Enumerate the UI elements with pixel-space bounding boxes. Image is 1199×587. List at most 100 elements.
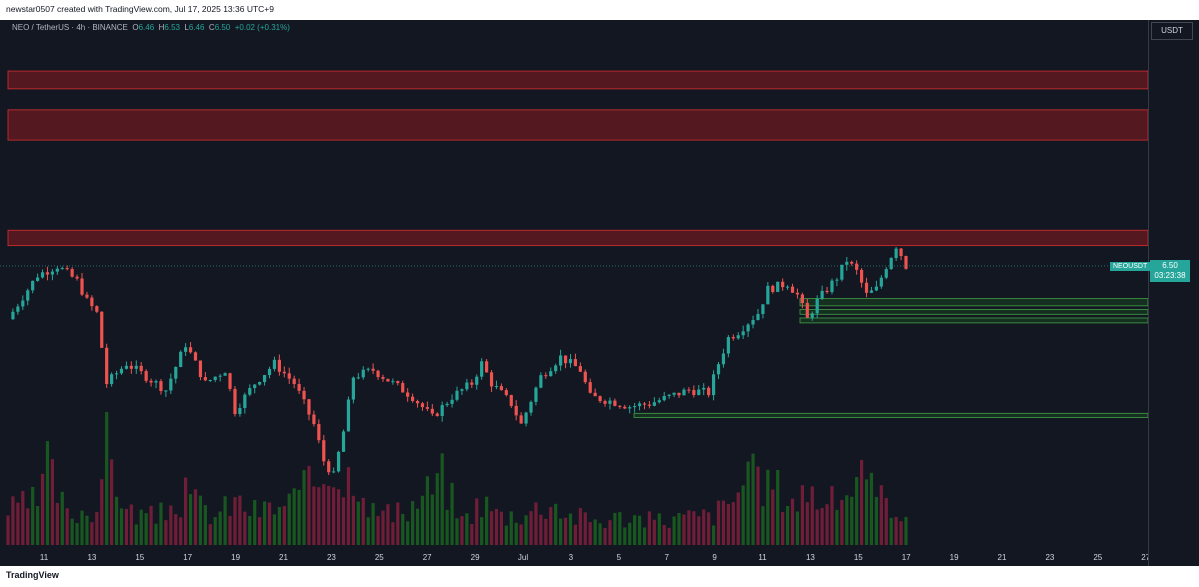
candle: [435, 412, 439, 417]
candle-body: [134, 365, 138, 369]
candle: [687, 387, 691, 394]
candle: [805, 298, 809, 318]
candle-body: [776, 281, 780, 292]
candle-body: [588, 382, 592, 393]
volume-bar: [26, 508, 30, 545]
candle: [386, 378, 390, 382]
volume-bar: [381, 510, 385, 545]
candle: [721, 348, 726, 368]
volume-bar: [593, 519, 597, 545]
candle-body: [573, 359, 578, 367]
volume-bar: [100, 479, 104, 545]
candle: [179, 350, 183, 368]
volume-bar: [716, 500, 721, 545]
volume-bar: [534, 502, 538, 545]
volume-bar: [134, 524, 138, 545]
candle-body: [287, 373, 291, 379]
volume-bar: [529, 511, 533, 545]
candle-body: [50, 271, 55, 275]
volume-bar: [618, 512, 622, 545]
candle-body: [613, 400, 617, 406]
candle: [36, 273, 40, 282]
volume-bar: [874, 496, 878, 545]
volume-bar: [756, 466, 760, 545]
volume-bar: [904, 516, 908, 545]
candle-body: [465, 382, 469, 390]
volume-bar: [435, 473, 439, 545]
candle-body: [396, 381, 400, 384]
candle: [855, 260, 859, 275]
volume-bar: [361, 497, 365, 545]
candle-body: [485, 361, 489, 373]
volume-bar: [687, 510, 691, 545]
volume-bar: [692, 511, 696, 545]
candle-body: [904, 256, 908, 269]
candle: [139, 362, 143, 375]
price-axis[interactable]: [1148, 20, 1199, 566]
volume-bar: [805, 502, 809, 545]
volume-bar: [583, 512, 587, 545]
candle-body: [356, 377, 360, 379]
volume-bar: [105, 412, 109, 545]
candle-body: [539, 375, 543, 388]
volume-bar: [736, 492, 740, 545]
x-tick-label: 13: [87, 553, 96, 562]
volume-bar: [460, 516, 464, 545]
candle: [795, 288, 800, 299]
candle-body: [110, 374, 114, 385]
candle-body: [608, 400, 612, 404]
volume-bar: [144, 513, 148, 545]
volume-bar: [480, 517, 484, 545]
candle-body: [642, 403, 647, 405]
volume-bar: [761, 506, 765, 545]
volume-bar: [366, 517, 370, 545]
candle: [341, 429, 346, 452]
candle-body: [845, 261, 849, 265]
volume-bar: [90, 522, 94, 545]
symbol-name: NEO / TetherUS · 4h · BINANCE: [12, 23, 128, 32]
price-chart[interactable]: 8.608.207.807.407.207.006.806.606.206.00…: [0, 20, 1199, 566]
candle-body: [820, 290, 824, 299]
candle-body: [80, 278, 84, 295]
candle: [60, 266, 64, 270]
candle: [40, 269, 45, 279]
candle-body: [139, 365, 143, 372]
candle: [761, 304, 765, 319]
candle-body: [410, 396, 415, 401]
candle-body: [105, 347, 109, 385]
volume-bar: [549, 507, 553, 545]
candle: [410, 393, 415, 403]
candle: [188, 342, 193, 354]
candle-body: [179, 351, 183, 368]
candle-body: [840, 264, 844, 280]
candle: [879, 275, 883, 289]
candle: [228, 372, 232, 392]
volume-bar: [327, 485, 331, 545]
volume-bar: [336, 489, 341, 545]
candle: [65, 265, 69, 271]
candle-body: [307, 399, 311, 415]
candle: [815, 295, 819, 318]
volume-bar: [179, 517, 183, 545]
candle: [45, 266, 50, 281]
volume-bar: [124, 508, 129, 545]
volume-bar: [346, 467, 351, 545]
candle: [598, 395, 602, 404]
volume-bar: [341, 497, 346, 545]
candle-body: [815, 298, 819, 314]
volume-bar: [243, 511, 247, 545]
candle-body: [711, 374, 716, 396]
candle-body: [687, 389, 691, 391]
volume-bar: [302, 470, 306, 545]
candle: [563, 355, 568, 369]
volume-bar: [790, 498, 795, 545]
support-zone-4: [799, 309, 1149, 315]
last-price-tag: 6.50 03:23:38: [1150, 260, 1190, 282]
currency-button[interactable]: USDT: [1151, 22, 1193, 40]
candle-body: [430, 408, 434, 414]
volume-bar: [95, 511, 99, 545]
candle: [820, 285, 824, 301]
candle: [544, 372, 548, 379]
volume-bar: [613, 512, 617, 545]
candle-body: [489, 372, 494, 387]
